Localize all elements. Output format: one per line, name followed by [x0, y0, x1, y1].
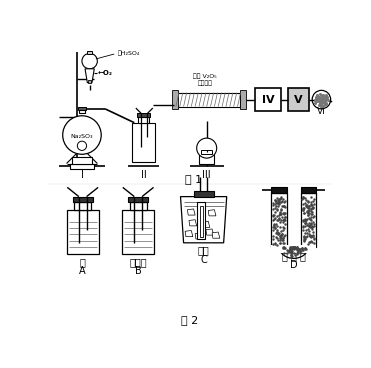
Bar	[174, 93, 240, 106]
Bar	[74, 202, 91, 210]
Circle shape	[63, 116, 101, 154]
Bar	[271, 193, 287, 247]
Bar	[88, 80, 91, 83]
Polygon shape	[189, 220, 197, 226]
Bar	[130, 202, 147, 210]
Polygon shape	[208, 210, 216, 216]
Polygon shape	[212, 232, 220, 238]
Polygon shape	[85, 69, 94, 83]
Bar	[66, 210, 99, 254]
Polygon shape	[206, 229, 214, 235]
Text: I: I	[81, 170, 83, 180]
Bar	[255, 88, 281, 111]
Bar	[73, 197, 93, 202]
Text: 碱 石 灰: 碱 石 灰	[282, 251, 306, 261]
Bar	[240, 91, 246, 109]
Bar	[199, 154, 214, 163]
Bar	[201, 151, 212, 154]
Circle shape	[197, 138, 217, 158]
Bar	[301, 187, 316, 193]
Text: 浓H₂SO₄: 浓H₂SO₄	[117, 51, 140, 56]
Text: III: III	[202, 170, 211, 180]
Text: IV: IV	[262, 95, 275, 105]
Text: ←O₂: ←O₂	[97, 70, 112, 77]
Text: II: II	[141, 170, 147, 180]
Text: 冰水: 冰水	[198, 245, 210, 255]
Bar	[132, 124, 155, 162]
Bar	[122, 210, 154, 254]
Text: 图 2: 图 2	[181, 315, 198, 325]
Text: 浓硫酸: 浓硫酸	[129, 257, 147, 267]
Circle shape	[82, 53, 97, 69]
Bar	[194, 191, 214, 197]
Bar	[72, 158, 92, 163]
Polygon shape	[181, 197, 227, 243]
Bar	[301, 193, 316, 247]
Text: 水: 水	[80, 257, 86, 267]
Bar	[70, 163, 93, 169]
Text: VI: VI	[317, 107, 326, 116]
Polygon shape	[202, 221, 210, 227]
Bar	[200, 206, 203, 237]
Text: D: D	[290, 260, 298, 270]
Bar	[79, 110, 85, 113]
Bar	[271, 245, 316, 252]
Circle shape	[77, 141, 86, 151]
Bar	[138, 117, 149, 124]
Bar	[78, 107, 86, 110]
Text: Na₂SO₃: Na₂SO₃	[71, 134, 93, 139]
Text: A: A	[79, 266, 86, 276]
Polygon shape	[185, 230, 193, 237]
Text: V: V	[294, 95, 303, 105]
Bar	[128, 197, 148, 202]
Bar	[288, 88, 309, 111]
Polygon shape	[187, 209, 195, 215]
Text: 蘸清 V₂O₅
的石棉绒: 蘸清 V₂O₅ 的石棉绒	[193, 74, 217, 85]
Circle shape	[312, 91, 331, 109]
Bar	[172, 91, 178, 109]
Text: C: C	[200, 255, 207, 265]
Bar	[271, 187, 287, 193]
Bar	[137, 113, 151, 117]
Text: B: B	[135, 266, 142, 276]
Polygon shape	[195, 233, 203, 239]
Bar	[197, 202, 205, 239]
Bar	[87, 51, 92, 54]
Text: 图 1: 图 1	[185, 174, 202, 184]
